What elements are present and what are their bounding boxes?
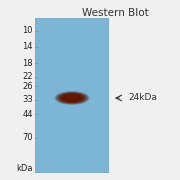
Ellipse shape [64,95,80,101]
Text: 24kDa: 24kDa [128,93,157,102]
Ellipse shape [69,97,75,99]
Ellipse shape [68,96,76,100]
Ellipse shape [60,93,84,103]
Text: 22: 22 [22,72,33,81]
Ellipse shape [66,96,78,100]
Ellipse shape [67,96,77,100]
Ellipse shape [69,97,75,99]
Ellipse shape [61,94,83,102]
Ellipse shape [58,93,86,103]
Ellipse shape [57,92,87,104]
Bar [35,18,108,172]
Ellipse shape [60,93,84,103]
Ellipse shape [54,91,90,105]
Ellipse shape [55,91,89,105]
Ellipse shape [57,92,87,104]
Ellipse shape [67,96,77,100]
Ellipse shape [62,94,82,102]
Text: 10: 10 [22,26,33,35]
Ellipse shape [59,93,85,103]
Ellipse shape [68,96,76,100]
Text: 44: 44 [22,110,33,119]
Text: 70: 70 [22,133,33,142]
Ellipse shape [55,91,89,105]
Text: 14: 14 [22,42,33,51]
Ellipse shape [59,93,85,103]
Ellipse shape [58,93,86,103]
Text: 18: 18 [22,58,33,68]
Ellipse shape [61,94,83,102]
Ellipse shape [56,92,88,104]
Text: 26: 26 [22,82,33,91]
Ellipse shape [64,95,80,101]
Text: Western Blot: Western Blot [82,8,148,18]
Ellipse shape [65,95,79,101]
Text: kDa: kDa [17,164,33,173]
Ellipse shape [63,94,81,102]
Text: 33: 33 [22,95,33,104]
Ellipse shape [56,92,88,104]
Ellipse shape [62,94,82,102]
Ellipse shape [66,96,78,100]
Ellipse shape [65,95,79,101]
